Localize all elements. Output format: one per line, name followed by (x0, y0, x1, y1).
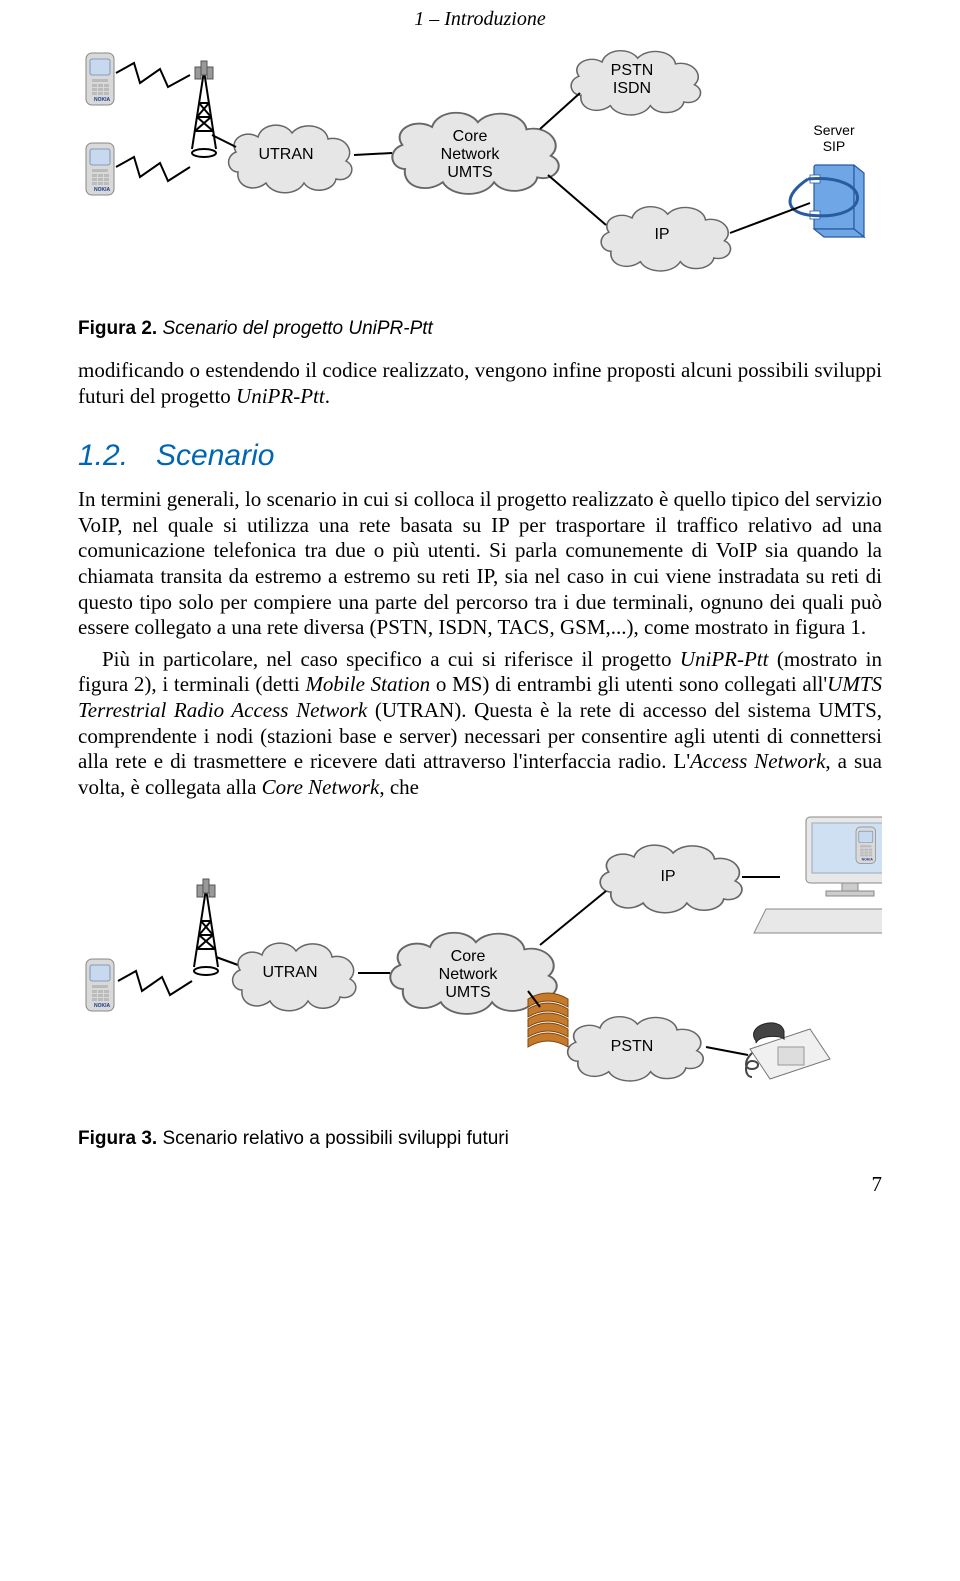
figure-3-caption: Figura 3. Scenario relativo a possibili … (78, 1128, 882, 1150)
core-label-3: UMTS (445, 984, 490, 1001)
p2-t11: , che (379, 775, 419, 799)
figure-3-diagram: UTRAN Core Network UMTS IP PSTN (78, 807, 882, 1112)
figure-3-caption-text: Scenario relativo a possibili sviluppi f… (157, 1128, 509, 1149)
ip-label: IP (660, 868, 675, 885)
intro-text-2: UniPR-Ptt (236, 384, 325, 408)
figure-2-caption-prefix: Figura 2. (78, 318, 157, 339)
utran-label: UTRAN (262, 964, 317, 981)
core-label-2: Network (439, 966, 499, 983)
intro-paragraph: modificando o estendendo il codice reali… (78, 358, 882, 409)
pstn-label-1: PSTN (611, 62, 654, 79)
core-label-1: Core (453, 128, 488, 145)
section-title: Scenario (156, 439, 274, 472)
running-header: 1 – Introduzione (78, 0, 882, 35)
p1-text: In termini generali, lo scenario in cui … (78, 487, 882, 639)
figure-2-caption-text: Scenario del progetto UniPR-Ptt (157, 318, 433, 339)
link-ip-server (730, 203, 810, 233)
intro-text-1: modificando o estendendo il codice reali… (78, 358, 882, 408)
link-utran-core (354, 153, 392, 155)
figure-2-diagram: NOKIA (78, 35, 882, 310)
link-core-ip (540, 891, 606, 945)
p2-t2: UniPR-Ptt (680, 647, 769, 671)
core-label-2: Network (441, 146, 501, 163)
pstn-label: PSTN (611, 1038, 654, 1055)
section-number: 1.2. (78, 439, 128, 472)
radio-link-top (116, 63, 190, 87)
pstn-label-2: ISDN (613, 80, 651, 97)
intro-text-3: . (325, 384, 330, 408)
link-pstn-phone (706, 1047, 748, 1055)
phone-icon-top (86, 53, 114, 105)
page-number: 7 (78, 1172, 882, 1197)
phone-icon-bottom (86, 143, 114, 195)
phone-icon (86, 959, 114, 1011)
paragraph-2: Più in particolare, nel caso specifico a… (78, 647, 882, 801)
utran-label: UTRAN (258, 146, 313, 163)
radio-link-bottom (116, 157, 190, 181)
deskphone-icon (746, 1022, 830, 1078)
paragraph-1: In termini generali, lo scenario in cui … (78, 487, 882, 641)
radio-link (118, 971, 192, 995)
link-core-ip (548, 175, 606, 225)
ip-label: IP (654, 226, 669, 243)
core-label-3: UMTS (447, 164, 492, 181)
figure-2-caption: Figura 2. Scenario del progetto UniPR-Pt… (78, 318, 882, 340)
p2-t8: Access Network (690, 749, 825, 773)
section-heading: 1.2. Scenario (78, 439, 882, 473)
server-label-1: Server (813, 122, 855, 138)
core-label-1: Core (451, 948, 486, 965)
link-tower-utran (216, 957, 238, 965)
router-icon (528, 993, 568, 1047)
p2-t5: o MS) di entrambi gli utenti sono colleg… (430, 672, 827, 696)
link-core-pstn (540, 93, 580, 129)
figure-3-caption-prefix: Figura 3. (78, 1128, 157, 1149)
tower-icon (194, 879, 218, 975)
p2-t10: Core Network (262, 775, 380, 799)
tower-icon (192, 61, 216, 157)
server-label-2: SIP (823, 138, 846, 154)
server-icon (790, 165, 864, 237)
p2-t4: Mobile Station (305, 672, 430, 696)
p2-t1: Più in particolare, nel caso specifico a… (102, 647, 680, 671)
desktop-icon (754, 817, 882, 933)
